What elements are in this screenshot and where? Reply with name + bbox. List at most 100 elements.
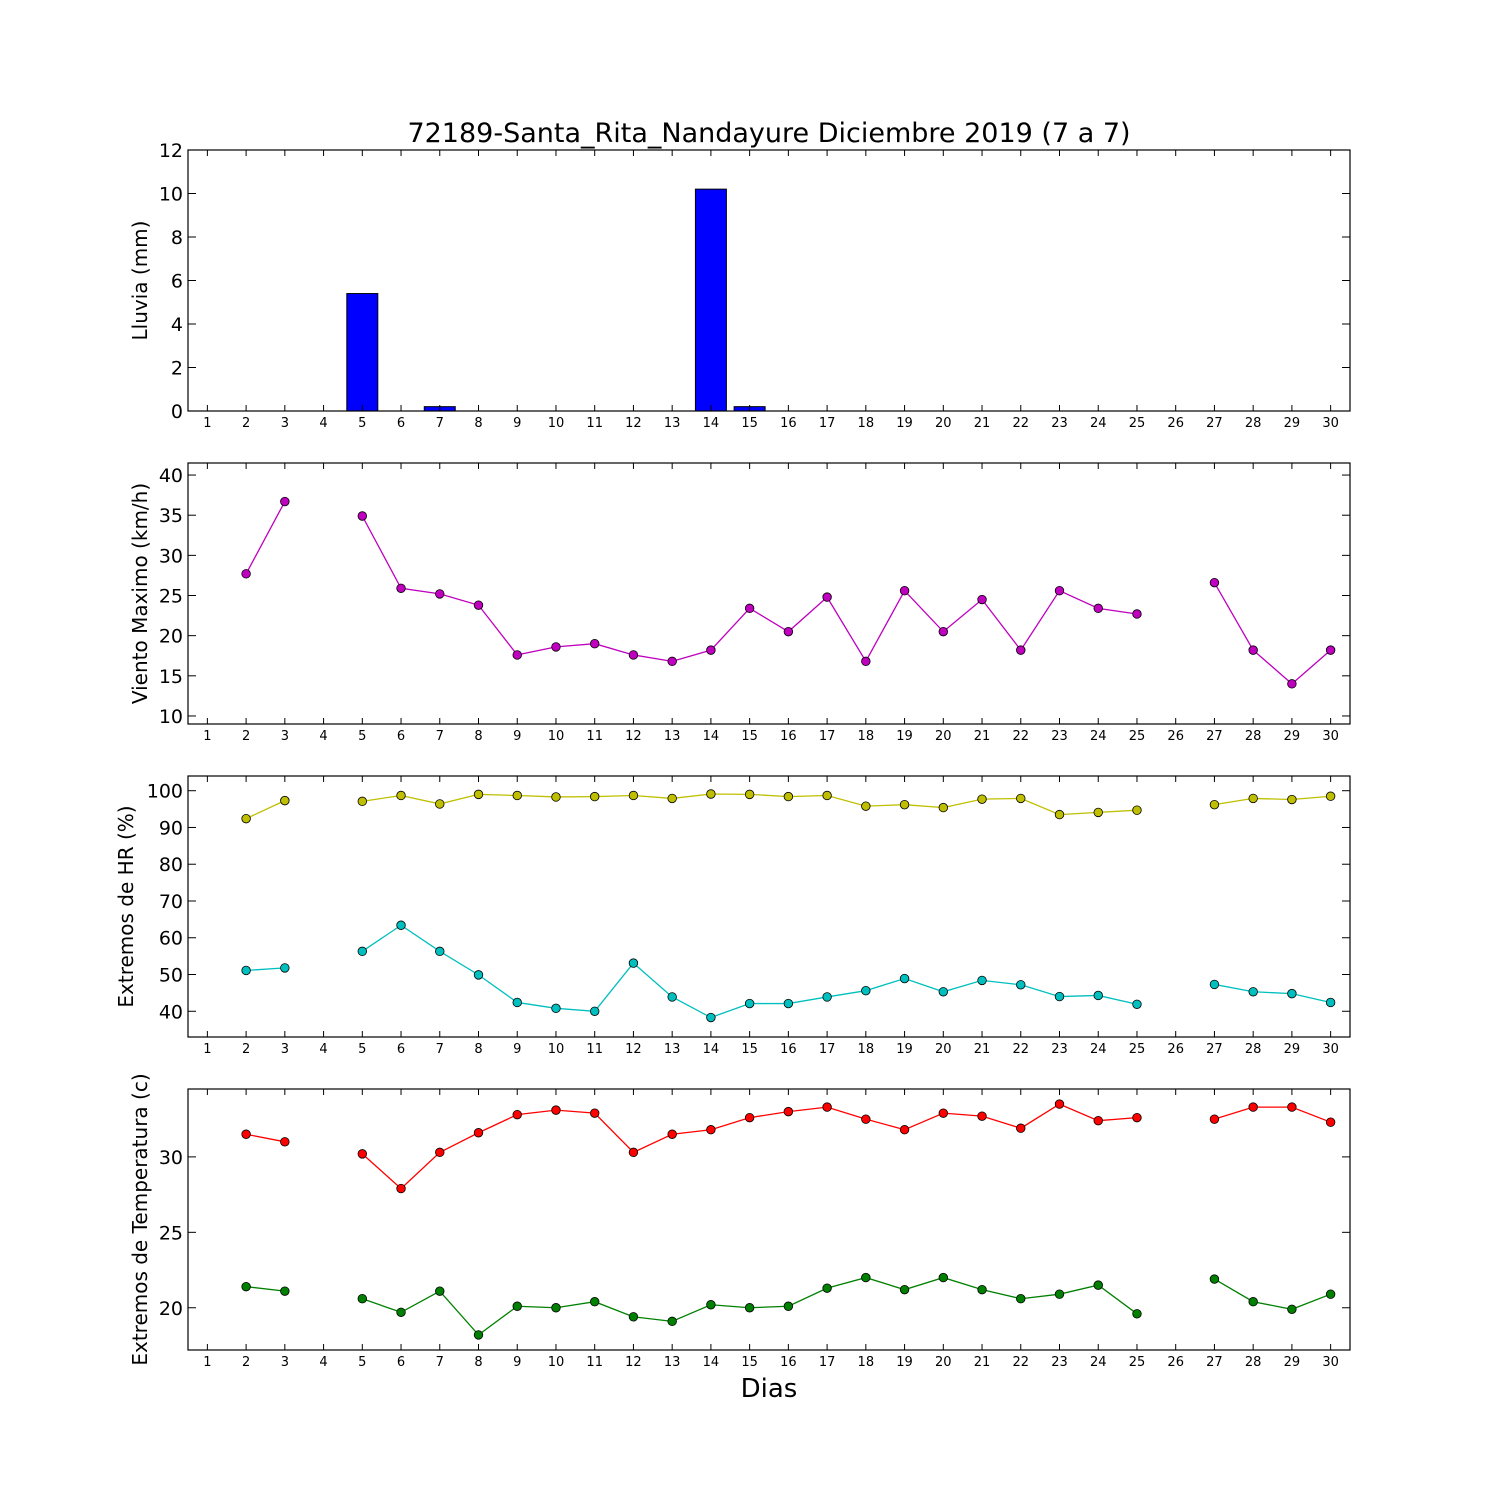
x-tick-label: 10 <box>548 1355 565 1370</box>
series-1-line-segment-1 <box>245 800 286 820</box>
x-tick-label: 9 <box>513 729 521 744</box>
x-tick-label: 5 <box>358 1042 366 1057</box>
x-tick-label: 24 <box>1090 729 1107 744</box>
x-tick-label: 3 <box>281 1042 289 1057</box>
x-tick-label: 15 <box>741 1355 758 1370</box>
series-1-point-day-29 <box>1287 679 1297 689</box>
x-tick-label: 11 <box>586 729 603 744</box>
x-tick-label: 7 <box>436 729 444 744</box>
x-tick-label: 23 <box>1051 1042 1068 1057</box>
series-1-line-segment-3 <box>1214 1106 1331 1123</box>
x-tick-label: 19 <box>896 1355 913 1370</box>
x-tick-label: 1 <box>203 416 211 431</box>
x-tick-label: 1 <box>203 729 211 744</box>
series-1-point-day-13 <box>667 1129 677 1139</box>
panel-3: 1 2 3 4 5 6 7 8 9 10 11 12 13 14 15 16 17 18 19 20 21 22 23 24 2… <box>114 775 1351 1057</box>
x-tick-label: 2 <box>242 416 250 431</box>
series-2-point-day-13 <box>667 992 677 1002</box>
series-1-point-day-6 <box>396 583 406 593</box>
x-tick-label: 15 <box>741 1042 758 1057</box>
x-tick-label: 7 <box>436 1042 444 1057</box>
series-1-point-day-18 <box>861 801 871 811</box>
y-tick-label: 8 <box>171 227 183 249</box>
series-2-point-day-27 <box>1209 1274 1220 1284</box>
x-tick-label: 17 <box>819 729 836 744</box>
x-tick-label: 5 <box>358 1355 366 1370</box>
series-1-line-segment-3 <box>1213 582 1332 685</box>
series-1-point-day-19 <box>899 799 910 810</box>
series-1-line-segment-1 <box>245 1133 285 1143</box>
series-1-point-day-15 <box>744 789 755 800</box>
series-2-point-day-16 <box>783 998 794 1009</box>
series-2-point-day-12 <box>628 958 639 968</box>
series-1-point-day-7 <box>435 1147 445 1158</box>
x-tick-label: 23 <box>1051 416 1068 431</box>
series-2-point-day-2 <box>241 1281 251 1292</box>
x-tick-label: 10 <box>548 416 565 431</box>
x-tick-label: 30 <box>1322 416 1339 431</box>
x-tick-label: 23 <box>1051 1355 1068 1370</box>
series-1-point-day-9 <box>512 1109 522 1120</box>
y-tick-label: 35 <box>159 505 183 527</box>
x-tick-label: 17 <box>819 416 836 431</box>
series-1-point-day-30 <box>1325 645 1336 655</box>
y-tick-label: 50 <box>159 965 183 987</box>
x-tick-label: 6 <box>397 729 405 744</box>
series-2-point-day-8 <box>473 1330 484 1340</box>
x-tick-label: 7 <box>436 416 444 431</box>
x-tick-label: 20 <box>935 1355 952 1370</box>
y-tick-label: 4 <box>171 314 183 336</box>
x-tick-label: 29 <box>1284 1355 1301 1370</box>
series-1-point-day-16 <box>783 791 794 802</box>
y-axis-label: Extremos de Temperatura (c) <box>128 1073 152 1365</box>
series-1-point-day-21 <box>977 794 987 804</box>
y-tick-label: 25 <box>159 1222 183 1244</box>
series-2-point-day-19 <box>899 1284 910 1295</box>
series-1-point-day-3 <box>280 496 290 507</box>
series-1-point-day-19 <box>899 585 910 596</box>
x-tick-label: 17 <box>819 1042 836 1057</box>
series-1-point-day-22 <box>1016 1123 1026 1133</box>
series-1-point-day-29 <box>1287 794 1297 805</box>
x-tick-label: 26 <box>1167 729 1184 744</box>
series-2-point-day-9 <box>512 997 522 1008</box>
series-1-point-day-7 <box>435 589 445 599</box>
y-tick-label: 30 <box>159 1147 183 1169</box>
x-tick-label: 26 <box>1167 1355 1184 1370</box>
series-1-point-day-13 <box>667 656 677 667</box>
x-tick-label: 15 <box>741 729 758 744</box>
series-1-point-day-25 <box>1132 609 1142 619</box>
series-1-point-day-15 <box>744 603 755 614</box>
series-1-point-day-24 <box>1093 807 1103 818</box>
series-1-point-day-20 <box>938 626 949 637</box>
series-1-point-day-9 <box>512 650 522 660</box>
series-1-point-day-28 <box>1248 1102 1258 1112</box>
series-1-point-day-14 <box>706 645 716 655</box>
x-tick-label: 13 <box>664 416 681 431</box>
series-1-point-day-15 <box>744 1112 755 1123</box>
series-1-point-day-23 <box>1054 809 1065 820</box>
series-2-point-day-18 <box>861 985 871 996</box>
series-1-point-day-17 <box>822 592 832 602</box>
y-tick-label: 6 <box>171 271 183 293</box>
x-tick-label: 4 <box>319 1355 327 1370</box>
series-1-point-day-24 <box>1093 1115 1103 1126</box>
series-2-point-day-22 <box>1016 1294 1026 1304</box>
x-tick-label: 30 <box>1322 1042 1339 1057</box>
series-1-point-day-18 <box>861 1114 871 1124</box>
x-tick-label: 16 <box>780 729 797 744</box>
y-tick-label: 10 <box>159 184 183 206</box>
series-1-point-day-12 <box>628 650 639 660</box>
x-tick-label: 12 <box>625 1355 642 1370</box>
series-2-point-day-28 <box>1248 987 1258 997</box>
chart-title: 72189-Santa_Rita_Nandayure Diciembre 201… <box>407 118 1130 149</box>
x-tick-label: 28 <box>1245 1042 1262 1057</box>
x-tick-label: 8 <box>474 416 482 431</box>
series-1-point-day-7 <box>435 799 445 809</box>
series-2-point-day-5 <box>357 946 368 957</box>
x-tick-label: 12 <box>625 729 642 744</box>
series-1-point-day-16 <box>783 626 794 637</box>
series-2-point-day-2 <box>241 965 251 976</box>
series-1-point-day-5 <box>357 1149 368 1159</box>
